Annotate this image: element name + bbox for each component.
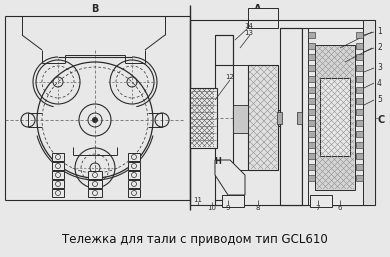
Text: 12: 12 <box>225 74 234 80</box>
Bar <box>308 120 315 126</box>
Bar <box>356 109 363 115</box>
Bar <box>356 87 363 93</box>
Text: C: C <box>378 115 385 125</box>
Text: H: H <box>215 158 222 167</box>
Bar <box>128 162 140 170</box>
Text: 3: 3 <box>377 63 382 72</box>
Text: 4: 4 <box>377 78 382 87</box>
Bar <box>308 153 315 159</box>
Bar <box>356 120 363 126</box>
Bar <box>52 162 64 170</box>
Bar <box>308 142 315 148</box>
Bar <box>315 45 355 190</box>
Polygon shape <box>215 160 245 195</box>
Text: 9: 9 <box>226 205 230 211</box>
Text: 10: 10 <box>207 205 216 211</box>
Bar <box>308 109 315 115</box>
Bar <box>88 171 102 179</box>
Bar <box>320 78 350 156</box>
Bar <box>356 153 363 159</box>
Bar <box>52 153 64 161</box>
Bar <box>308 175 315 181</box>
Bar <box>308 54 315 60</box>
Bar <box>356 65 363 71</box>
Bar <box>356 76 363 82</box>
Text: 7: 7 <box>316 205 320 211</box>
Bar <box>280 28 302 205</box>
Text: 14: 14 <box>244 23 253 29</box>
Text: 11: 11 <box>193 197 202 203</box>
Text: Тележка для тали с приводом тип GCL610: Тележка для тали с приводом тип GCL610 <box>62 234 328 246</box>
Bar <box>308 32 315 38</box>
Circle shape <box>92 117 98 123</box>
Bar <box>308 43 315 49</box>
Bar <box>215 35 233 205</box>
Bar <box>128 180 140 188</box>
Text: 8: 8 <box>256 205 260 211</box>
Text: 6: 6 <box>338 205 342 211</box>
Bar <box>356 175 363 181</box>
Bar <box>233 110 338 126</box>
Text: 1: 1 <box>377 27 382 36</box>
Bar <box>308 65 315 71</box>
Text: B: B <box>91 4 99 14</box>
Bar <box>308 131 315 137</box>
Bar <box>297 112 302 124</box>
Bar <box>308 76 315 82</box>
Bar <box>356 43 363 49</box>
Bar <box>308 98 315 104</box>
Bar <box>310 195 332 207</box>
Bar <box>190 88 215 148</box>
Text: 13: 13 <box>244 30 253 36</box>
Bar <box>128 189 140 197</box>
Bar <box>222 195 244 207</box>
Bar <box>308 28 363 205</box>
Bar <box>356 32 363 38</box>
Bar <box>88 189 102 197</box>
Bar <box>302 28 362 205</box>
Bar <box>356 142 363 148</box>
Bar <box>363 20 375 205</box>
Bar <box>356 98 363 104</box>
Bar <box>356 131 363 137</box>
Text: A: A <box>254 4 262 14</box>
Bar <box>52 171 64 179</box>
Bar <box>88 180 102 188</box>
Bar <box>356 54 363 60</box>
Bar <box>248 65 278 170</box>
Bar <box>356 164 363 170</box>
Bar <box>277 112 282 124</box>
Bar <box>128 171 140 179</box>
Bar <box>52 180 64 188</box>
Text: 2: 2 <box>377 43 382 52</box>
Bar <box>128 153 140 161</box>
Bar <box>190 88 217 148</box>
Bar <box>233 105 248 133</box>
Bar <box>308 164 315 170</box>
Text: 5: 5 <box>377 96 382 105</box>
Bar <box>248 8 278 28</box>
Bar <box>52 189 64 197</box>
Bar <box>308 87 315 93</box>
